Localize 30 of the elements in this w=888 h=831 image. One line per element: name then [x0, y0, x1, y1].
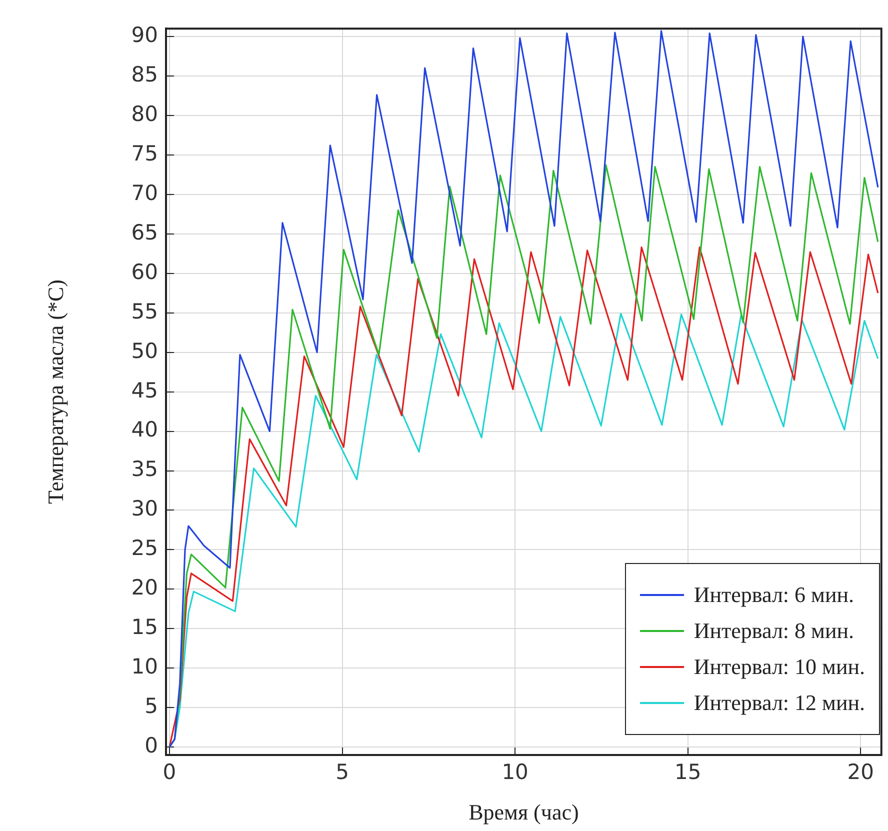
- y-tick-label: 20: [131, 576, 158, 600]
- x-tick-label: 10: [502, 760, 528, 784]
- y-tick-label: 0: [144, 734, 158, 758]
- y-tick-label: 70: [131, 180, 158, 205]
- y-tick-label: 90: [131, 22, 158, 47]
- legend-label: Интервал: 12 мин.: [694, 690, 865, 716]
- legend-label: Интервал: 6 мин.: [694, 582, 854, 608]
- y-tick-label: 50: [131, 338, 158, 363]
- y-tick-label: 65: [131, 220, 158, 244]
- y-tick-label: 35: [131, 457, 158, 482]
- y-tick-label: 25: [131, 536, 158, 560]
- y-tick-label: 5: [144, 694, 158, 718]
- y-tick-label: 30: [131, 496, 158, 521]
- y-tick-label: 55: [131, 299, 158, 324]
- y-tick-label: 45: [131, 378, 158, 402]
- y-tick-label: 85: [131, 62, 158, 86]
- y-tick-label: 75: [131, 141, 158, 166]
- x-tick-label: 15: [674, 760, 702, 784]
- y-axis-title: Температура масла (*C): [42, 280, 68, 504]
- x-tick-label: 5: [336, 760, 349, 784]
- y-tick-label: 60: [131, 260, 158, 284]
- y-tick-label: 10: [131, 654, 158, 679]
- legend-label: Интервал: 10 мин.: [694, 654, 865, 680]
- legend-label: Интервал: 8 мин.: [694, 618, 854, 644]
- x-axis-title: Время (час): [468, 800, 579, 825]
- x-tick-label: 0: [162, 760, 176, 784]
- y-tick-label: 15: [131, 615, 158, 640]
- y-tick-label: 40: [131, 418, 158, 442]
- y-tick-label: 80: [131, 102, 158, 126]
- x-tick-label: 20: [847, 760, 874, 784]
